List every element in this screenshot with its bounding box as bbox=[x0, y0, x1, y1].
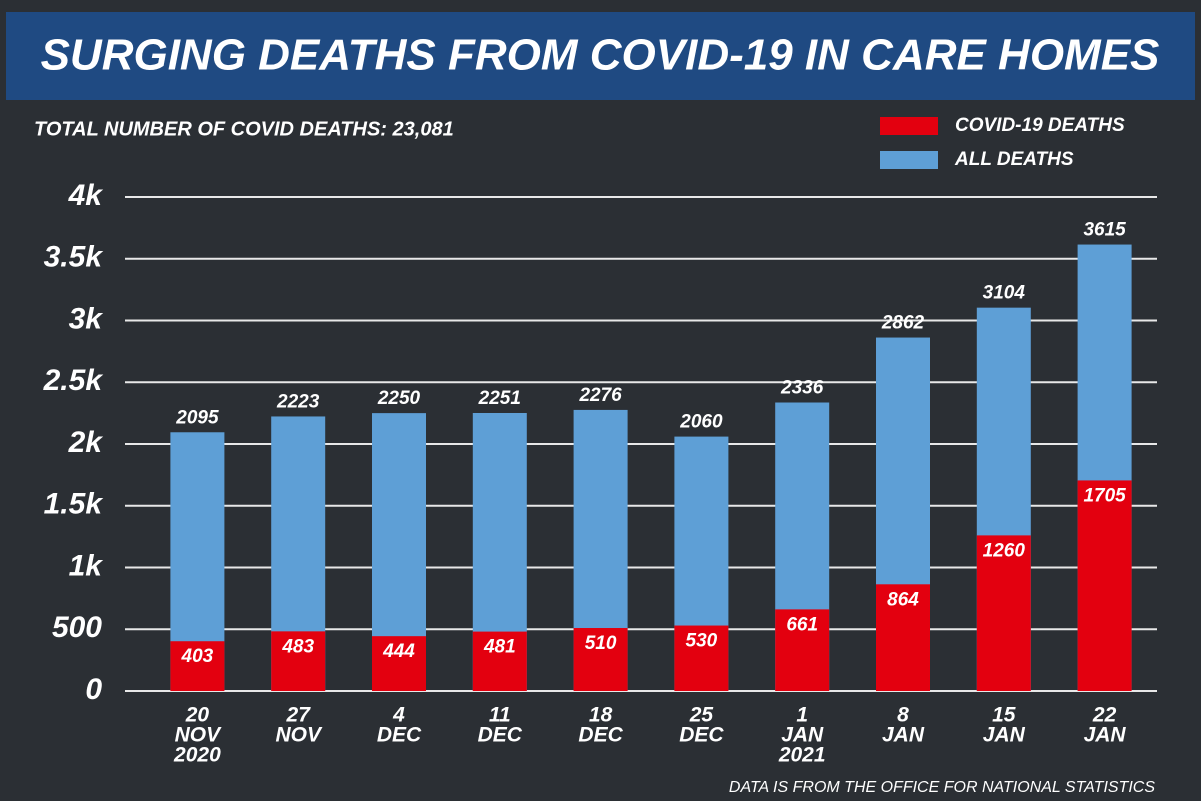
x-tick-label: DEC bbox=[478, 724, 523, 747]
y-tick-label: 3.5k bbox=[44, 241, 104, 274]
y-tick-label: 4k bbox=[68, 179, 104, 212]
value-label: 2336 bbox=[780, 378, 824, 399]
x-tick-label: JAN bbox=[882, 724, 925, 747]
y-tick-label: 2k bbox=[68, 426, 104, 459]
y-tick-label: 1k bbox=[69, 549, 104, 582]
value-label: 510 bbox=[585, 633, 617, 654]
y-tick-label: 500 bbox=[52, 611, 102, 644]
value-label: 530 bbox=[686, 631, 718, 652]
page: {"chart_data": {"type": "bar", "title": … bbox=[0, 0, 1201, 801]
y-tick-label: 0 bbox=[85, 673, 102, 706]
value-label: 483 bbox=[281, 636, 314, 657]
value-label: 2862 bbox=[881, 313, 925, 334]
value-label: 2223 bbox=[276, 391, 320, 412]
value-label: 444 bbox=[382, 641, 415, 662]
chart-subtitle: TOTAL NUMBER OF COVID DEATHS: 23,081 bbox=[34, 118, 454, 140]
chart-title: SURGING DEATHS FROM COVID-19 IN CARE HOM… bbox=[41, 31, 1160, 80]
value-label: 481 bbox=[483, 637, 516, 658]
legend-swatch bbox=[880, 117, 938, 135]
value-label: 661 bbox=[786, 614, 818, 635]
x-tick-label: JAN bbox=[1084, 724, 1127, 747]
value-label: 2251 bbox=[478, 388, 521, 409]
legend-swatch bbox=[880, 151, 938, 169]
y-tick-label: 3k bbox=[69, 302, 104, 335]
x-tick-label: JAN bbox=[983, 724, 1026, 747]
value-label: 3104 bbox=[983, 283, 1026, 304]
value-label: 1705 bbox=[1083, 485, 1126, 506]
source-note: DATA IS FROM THE OFFICE FOR NATIONAL STA… bbox=[729, 779, 1155, 796]
legend-label: COVID-19 DEATHS bbox=[955, 115, 1125, 136]
value-label: 2095 bbox=[175, 407, 219, 428]
x-tick-label: DEC bbox=[578, 724, 623, 747]
x-tick-label: DEC bbox=[377, 724, 422, 747]
chart: SURGING DEATHS FROM COVID-19 IN CARE HOM… bbox=[0, 0, 1201, 801]
value-label: 403 bbox=[181, 646, 214, 667]
value-label: 3615 bbox=[1083, 220, 1126, 241]
y-tick-label: 1.5k bbox=[44, 488, 104, 521]
x-tick-label: NOV bbox=[275, 724, 323, 747]
x-tick-label: 2021 bbox=[778, 744, 826, 767]
x-tick-label: 2020 bbox=[173, 744, 221, 767]
legend-label: ALL DEATHS bbox=[954, 149, 1074, 170]
value-label: 2060 bbox=[679, 412, 723, 433]
value-label: 2250 bbox=[377, 388, 421, 409]
y-tick-label: 2.5k bbox=[43, 364, 104, 397]
value-label: 2276 bbox=[578, 385, 622, 406]
bar bbox=[1078, 480, 1132, 691]
value-label: 1260 bbox=[983, 540, 1026, 561]
x-tick-label: DEC bbox=[679, 724, 724, 747]
value-label: 864 bbox=[887, 589, 919, 610]
